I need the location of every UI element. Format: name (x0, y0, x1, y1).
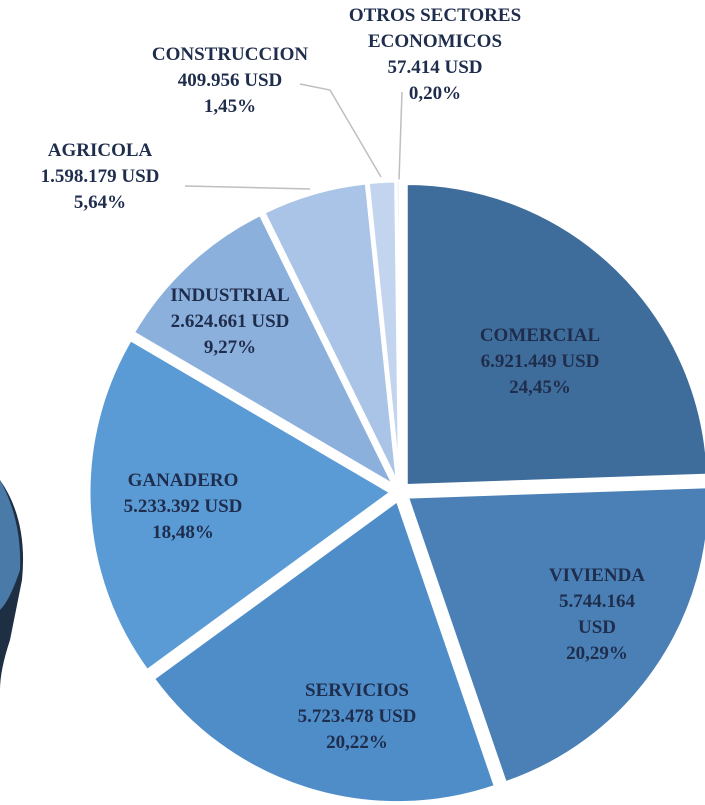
percent-label: 5,64% (73, 192, 127, 213)
category-name: GANADERO (127, 470, 239, 491)
value-label: 409.956 USD (177, 70, 283, 91)
pie-slice (394, 179, 402, 484)
slices (87, 179, 705, 805)
pie-slice (404, 182, 705, 488)
slice-label: AGRICOLA 1.598.179 USD 5,64% (41, 138, 160, 216)
leader-line (299, 83, 382, 178)
percent-label: 20,22% (326, 732, 388, 753)
leader-line (184, 185, 311, 190)
value-label: 57.414 USD (387, 57, 483, 78)
pie-slice (405, 485, 705, 785)
percent-label: 0,20% (408, 83, 462, 104)
slice-label: VIVIENDA 5.744.164 USD 20,29% (543, 563, 651, 667)
category-name: OTROS SECTORES ECONOMICOS (348, 5, 522, 52)
value-label: 1.598.179 USD (40, 166, 160, 187)
percent-label: 20,29% (566, 643, 628, 664)
leader-line (398, 91, 403, 181)
slice-label: SERVICIOS 5.723.478 USD 20,22% (298, 678, 417, 756)
pie-slice (131, 212, 398, 490)
percent-label: 18,48% (152, 522, 214, 543)
pie-slice (261, 181, 399, 485)
pie-slice (151, 498, 498, 805)
category-name: VIVIENDA (548, 565, 646, 586)
slice-label: CONSTRUCCION 409.956 USD 1,45% (152, 42, 308, 120)
background-pie-fragment (0, 480, 21, 610)
pie-slice (87, 337, 394, 673)
category-name: INDUSTRIAL (170, 285, 290, 306)
category-name: COMERCIAL (479, 325, 601, 346)
slice-label: GANADERO 5.233.392 USD 18,48% (124, 468, 243, 546)
slice-label: OTROS SECTORES ECONOMICOS 57.414 USD 0,20% (335, 3, 535, 107)
category-name: SERVICIOS (305, 680, 409, 701)
slice-label: COMERCIAL 6.921.449 USD 24,45% (480, 323, 600, 401)
value-label: 2.624.661 USD (170, 311, 290, 332)
percent-label: 24,45% (509, 377, 571, 398)
value-label: 5.723.478 USD (297, 706, 417, 727)
percent-label: 9,27% (203, 337, 257, 358)
slice-label: INDUSTRIAL 2.624.661 USD 9,27% (170, 283, 289, 361)
value-label: 5.744.164 USD (559, 591, 635, 638)
value-label: 6.921.449 USD (480, 351, 600, 372)
category-name: AGRICOLA (47, 140, 153, 161)
category-name: CONSTRUCCION (151, 44, 309, 65)
percent-label: 1,45% (203, 96, 257, 117)
value-label: 5.233.392 USD (123, 496, 243, 517)
